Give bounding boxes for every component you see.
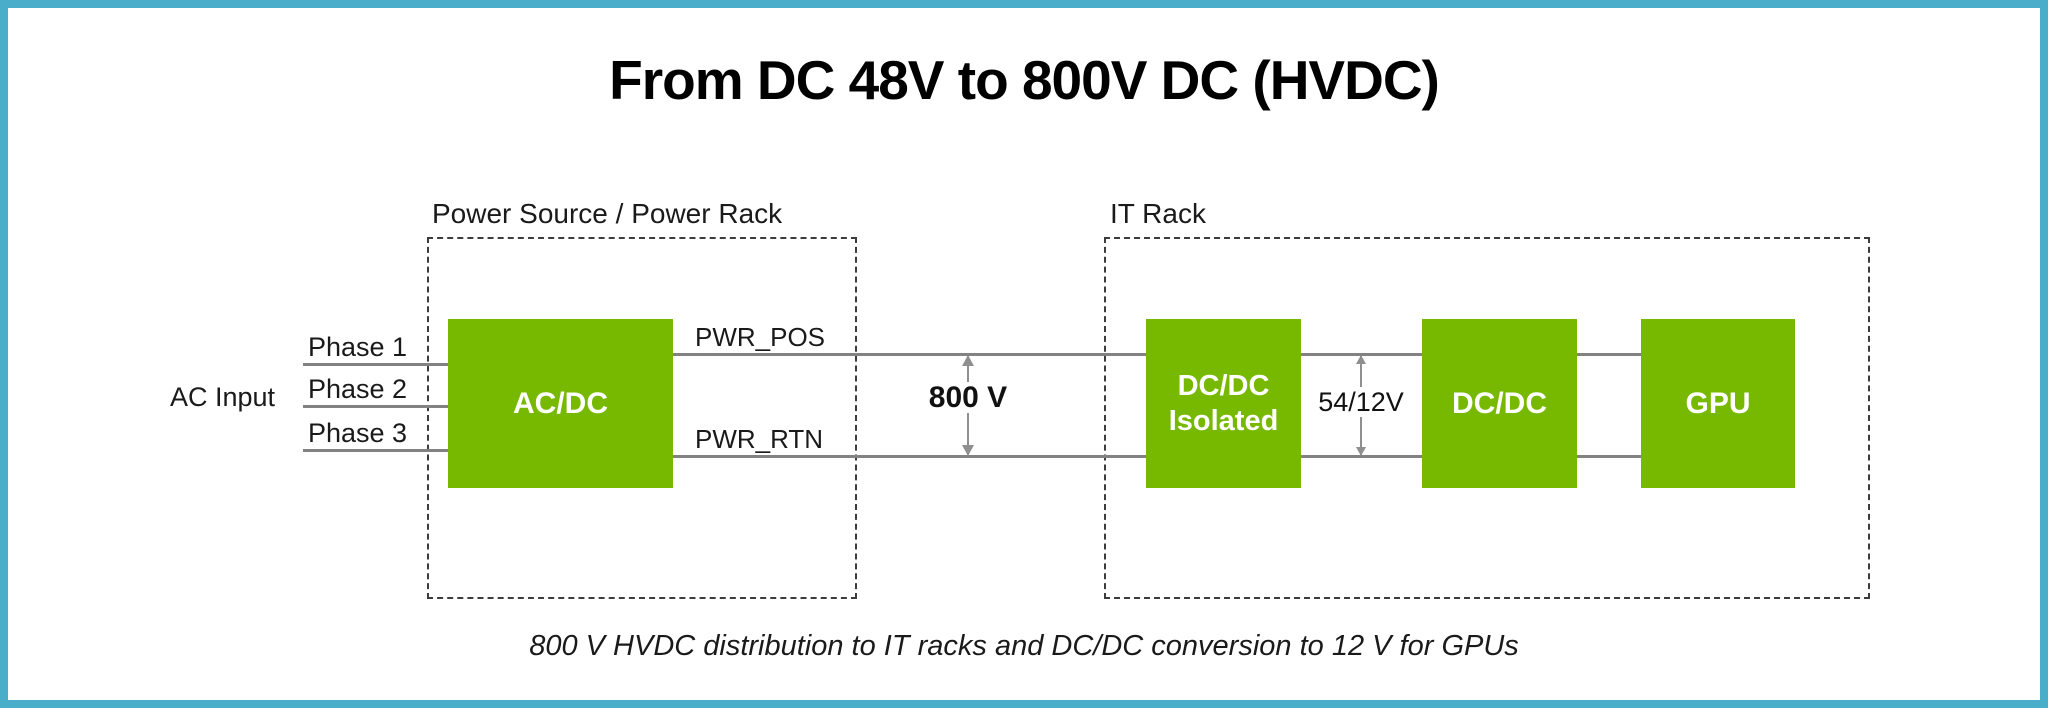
dc-dc-isolated-block: DC/DC Isolated: [1146, 319, 1301, 488]
phase-3-line: [303, 449, 450, 452]
power-rack-group-label: Power Source / Power Rack: [432, 198, 783, 229]
gpu-block-label: GPU: [1685, 386, 1751, 420]
figure-caption: 800 V HVDC distribution to IT racks and …: [529, 630, 1519, 662]
dcdc-to-gpu-bottom-line: [1577, 455, 1642, 458]
gpu-block: GPU: [1641, 319, 1795, 488]
it-rack-group-label: IT Rack: [1110, 198, 1206, 229]
phase-3-label: Phase 3: [308, 418, 408, 448]
dcdc-to-gpu-top-line: [1577, 353, 1642, 356]
iso-to-dcdc-top-line: [1301, 353, 1423, 356]
pwr-rtn-label: PWR_RTN: [695, 424, 824, 454]
ac-input-label: AC Input: [170, 382, 276, 412]
pwr-rtn-rail: [673, 455, 1147, 458]
phase-2-line: [303, 405, 450, 408]
page-title: From DC 48V to 800V DC (HVDC): [609, 49, 1440, 111]
phase-1-line: [303, 363, 450, 366]
dc-dc-isolated-label-line2: Isolated: [1168, 404, 1279, 437]
power-rack-group-box: [427, 237, 857, 599]
phase-2-label: Phase 2: [308, 374, 408, 404]
iso-to-dcdc-bottom-line: [1301, 455, 1423, 458]
phase-1-label: Phase 1: [308, 332, 408, 362]
top-edge-line: [0, 0, 2048, 3]
pwr-pos-rail: [673, 353, 1147, 356]
pwr-pos-label: PWR_POS: [695, 322, 826, 352]
conversion-voltage-label: 54/12V: [1307, 387, 1415, 417]
ac-dc-block: AC/DC: [448, 319, 673, 488]
dc-dc-block-label: DC/DC: [1452, 386, 1547, 420]
dc-dc-isolated-label-line1: DC/DC: [1177, 369, 1270, 402]
ac-dc-block-label: AC/DC: [513, 386, 608, 420]
bus-voltage-label: 800 V: [918, 382, 1018, 413]
it-rack-group-box: [1104, 237, 1870, 599]
dc-dc-block: DC/DC: [1422, 319, 1577, 488]
